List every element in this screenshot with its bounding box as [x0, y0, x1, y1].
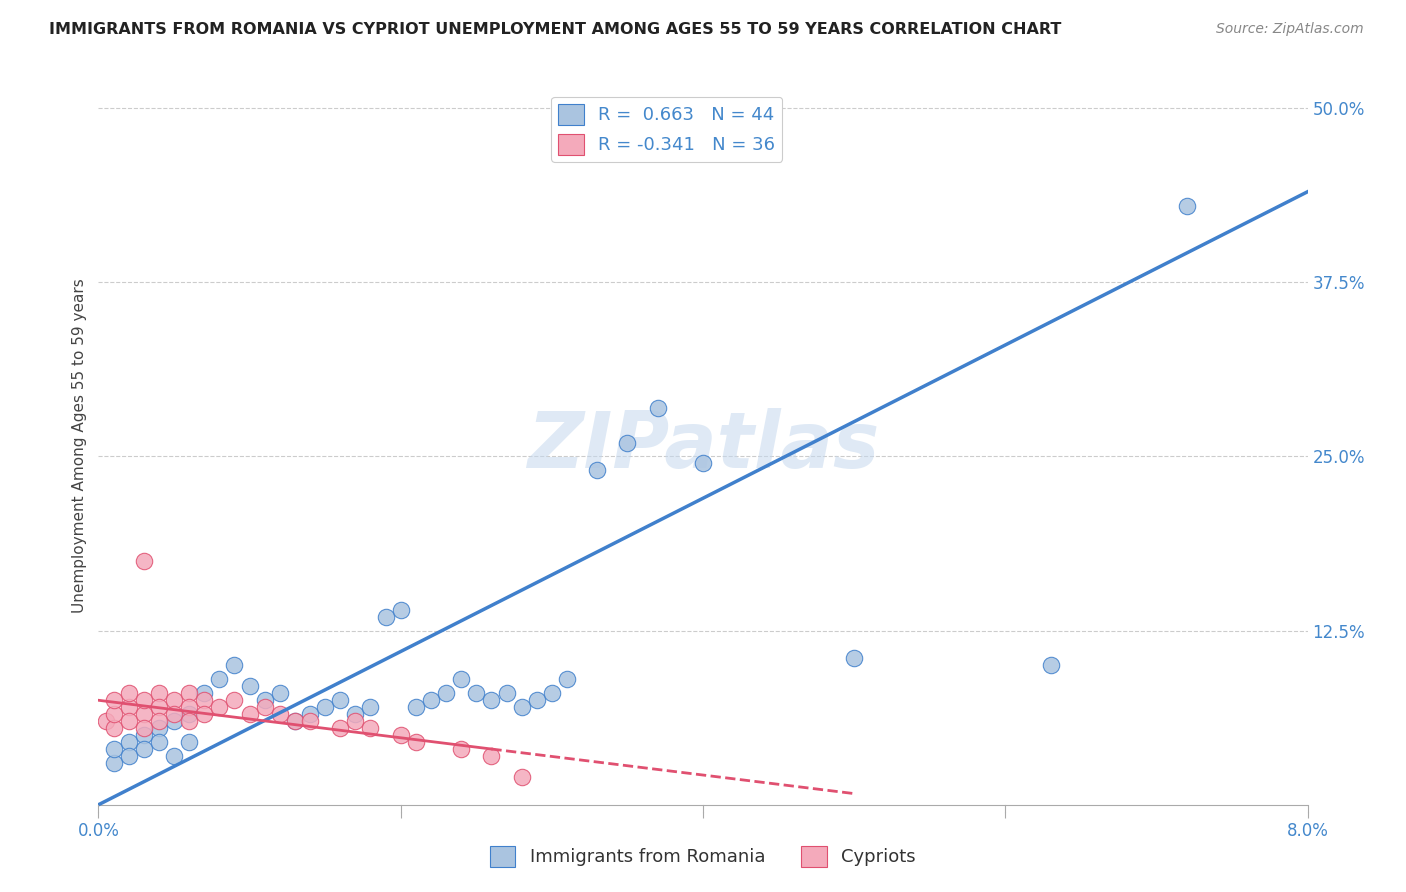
Point	[132, 554, 155, 568]
Point	[132, 742, 155, 756]
Point	[132, 728, 155, 742]
Point	[1039, 658, 1062, 673]
Point	[420, 693, 443, 707]
Point	[148, 735, 170, 749]
Point	[510, 770, 533, 784]
Point	[450, 742, 472, 756]
Point	[510, 700, 533, 714]
Point	[118, 700, 141, 714]
Point	[284, 714, 307, 728]
Point	[132, 693, 155, 707]
Point	[344, 714, 367, 728]
Point	[163, 714, 186, 728]
Point	[103, 756, 125, 770]
Point	[360, 721, 382, 735]
Point	[103, 721, 125, 735]
Point	[844, 651, 866, 665]
Point	[465, 686, 488, 700]
Point	[148, 714, 170, 728]
Text: Source: ZipAtlas.com: Source: ZipAtlas.com	[1216, 22, 1364, 37]
Point	[118, 749, 141, 764]
Point	[1175, 199, 1198, 213]
Point	[118, 686, 141, 700]
Point	[299, 707, 322, 722]
Legend: R =  0.663   N = 44, R = -0.341   N = 36: R = 0.663 N = 44, R = -0.341 N = 36	[551, 96, 782, 161]
Point	[389, 728, 412, 742]
Point	[103, 742, 125, 756]
Point	[314, 700, 336, 714]
Point	[253, 700, 276, 714]
Point	[481, 693, 503, 707]
Point	[374, 609, 396, 624]
Point	[405, 735, 427, 749]
Point	[647, 401, 669, 415]
Point	[450, 673, 472, 687]
Point	[148, 700, 170, 714]
Point	[495, 686, 517, 700]
Point	[692, 457, 714, 471]
Point	[132, 721, 155, 735]
Point	[239, 707, 262, 722]
Point	[179, 686, 201, 700]
Point	[360, 700, 382, 714]
Point	[329, 721, 352, 735]
Point	[148, 721, 170, 735]
Point	[284, 714, 307, 728]
Point	[179, 714, 201, 728]
Point	[344, 707, 367, 722]
Point	[481, 749, 503, 764]
Y-axis label: Unemployment Among Ages 55 to 59 years: Unemployment Among Ages 55 to 59 years	[72, 278, 87, 614]
Point	[329, 693, 352, 707]
Point	[193, 693, 215, 707]
Point	[299, 714, 322, 728]
Point	[224, 658, 246, 673]
Text: ZIPatlas: ZIPatlas	[527, 408, 879, 484]
Point	[132, 707, 155, 722]
Point	[586, 463, 609, 477]
Legend: Immigrants from Romania, Cypriots: Immigrants from Romania, Cypriots	[482, 838, 924, 874]
Point	[179, 700, 201, 714]
Text: IMMIGRANTS FROM ROMANIA VS CYPRIOT UNEMPLOYMENT AMONG AGES 55 TO 59 YEARS CORREL: IMMIGRANTS FROM ROMANIA VS CYPRIOT UNEMP…	[49, 22, 1062, 37]
Point	[405, 700, 427, 714]
Point	[239, 679, 262, 693]
Point	[208, 673, 231, 687]
Point	[269, 686, 291, 700]
Point	[179, 707, 201, 722]
Point	[253, 693, 276, 707]
Point	[616, 435, 638, 450]
Point	[118, 735, 141, 749]
Point	[540, 686, 562, 700]
Point	[179, 735, 201, 749]
Point	[389, 603, 412, 617]
Point	[163, 693, 186, 707]
Point	[193, 686, 215, 700]
Point	[269, 707, 291, 722]
Point	[163, 749, 186, 764]
Point	[163, 707, 186, 722]
Point	[118, 714, 141, 728]
Point	[148, 686, 170, 700]
Point	[526, 693, 548, 707]
Point	[103, 693, 125, 707]
Point	[103, 707, 125, 722]
Point	[208, 700, 231, 714]
Point	[94, 714, 117, 728]
Point	[224, 693, 246, 707]
Point	[434, 686, 457, 700]
Point	[555, 673, 578, 687]
Point	[193, 707, 215, 722]
